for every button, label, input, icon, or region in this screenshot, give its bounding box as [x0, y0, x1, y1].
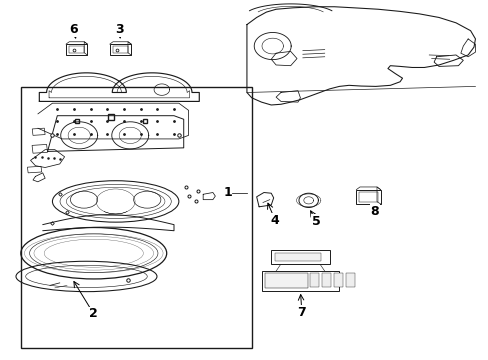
Text: 4: 4	[270, 213, 279, 226]
Bar	[21, 87, 251, 348]
Bar	[32, 144, 47, 153]
Text: 2: 2	[89, 307, 98, 320]
Text: 1: 1	[223, 186, 231, 199]
Text: 5: 5	[311, 215, 320, 228]
Bar	[333, 273, 342, 287]
Bar	[113, 46, 128, 53]
Bar	[275, 253, 320, 261]
Bar	[346, 273, 354, 287]
Text: 3: 3	[115, 23, 123, 36]
Bar	[271, 249, 329, 264]
Bar	[356, 190, 380, 204]
Bar	[309, 273, 318, 287]
Bar	[110, 44, 131, 55]
Bar	[261, 271, 339, 291]
Text: 7: 7	[297, 306, 305, 319]
Text: 8: 8	[370, 204, 378, 217]
Bar	[69, 46, 84, 53]
Bar	[359, 192, 377, 202]
Bar	[321, 273, 330, 287]
Bar	[265, 273, 307, 288]
Bar	[66, 44, 87, 55]
Bar	[27, 166, 41, 173]
Text: 6: 6	[69, 23, 78, 36]
Bar	[32, 128, 45, 135]
